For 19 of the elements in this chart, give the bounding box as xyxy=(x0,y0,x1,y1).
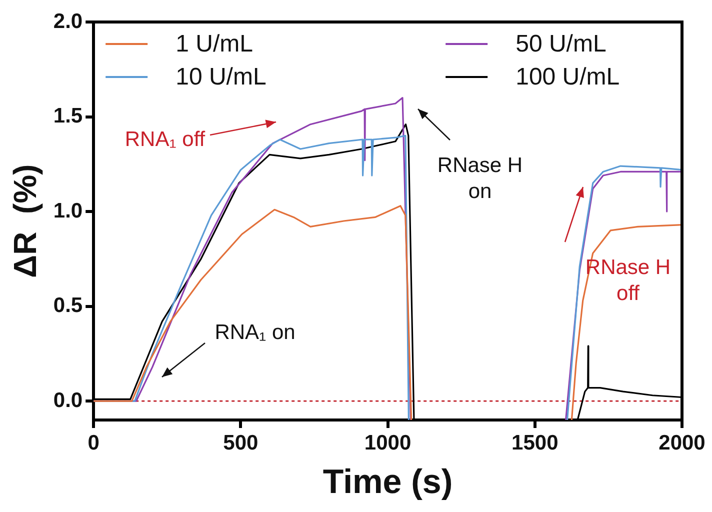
y-axis-title: ΔR (%) xyxy=(7,164,44,278)
legend-label: 10 U/mL xyxy=(176,64,266,91)
annotation: RNA₁ on xyxy=(214,320,296,344)
y-tick-label: 1.0 xyxy=(53,199,83,222)
x-tick-label: 500 xyxy=(223,431,258,454)
y-tick-label: 0.5 xyxy=(53,294,83,318)
x-tick-label: 2000 xyxy=(658,431,706,454)
legend-label: 100 U/mL xyxy=(516,64,620,91)
y-tick-label: 1.5 xyxy=(53,104,83,128)
x-tick-label: 0 xyxy=(88,431,100,454)
annotation: RNase H on xyxy=(437,154,523,203)
legend-label: 50 U/mL xyxy=(516,30,606,58)
x-tick-label: 1000 xyxy=(364,431,412,454)
y-tick-label: 2.0 xyxy=(53,10,83,33)
annotation: RNA₁ off xyxy=(124,128,206,151)
y-tick-label: 0.0 xyxy=(53,388,83,412)
x-tick-label: 1500 xyxy=(512,431,558,454)
legend-label: 1 U/mL xyxy=(176,30,253,58)
x-axis-title: Time (s) xyxy=(322,462,453,501)
